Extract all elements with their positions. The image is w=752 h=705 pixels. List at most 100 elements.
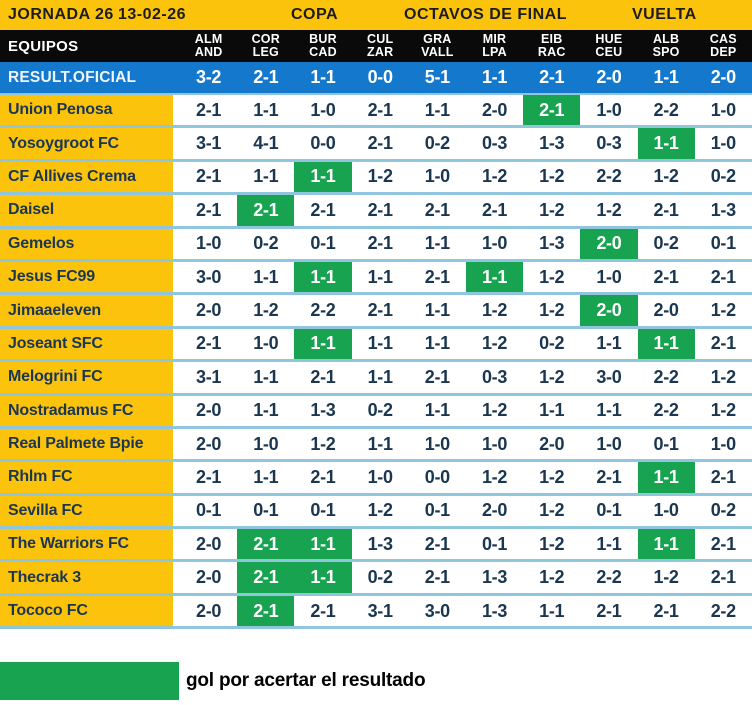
match-column-header: CAS DEP [695,31,752,60]
prediction-cell: 2-0 [180,595,238,627]
team-name: Nostradamus FC [0,395,173,426]
prediction-cell-exact: 2-0 [580,228,638,259]
legend: gol por acertar el resultado [0,662,752,701]
prediction-cell: 2-0 [465,495,524,527]
team-name: Melogrini FC [0,362,173,393]
prediction-cell: 2-2 [580,562,638,593]
prediction-cell: 2-2 [637,395,695,426]
team-name: Jimaaeleven [0,295,173,326]
prediction-cell: 1-1 [351,362,409,393]
prediction-cell: 2-1 [351,128,409,159]
team-row: Thecrak 3 2-0 2-1 1-1 0-2 2-1 1-3 1-2 2-2 1-2 2-1 [0,562,752,596]
team-row: Daisel 2-1 2-1 2-1 2-1 2-1 2-1 1-2 1-2 2-1 1-3 [0,195,752,229]
topbar: JORNADA 26 13-02-26 COPA OCTAVOS DE FINA… [0,0,752,30]
prediction-cell: 1-2 [465,328,524,360]
team-name: Gemelos [0,228,173,259]
name-column-gap [173,462,180,493]
column-header-top: COR [251,31,280,46]
prediction-cell: 1-2 [465,295,524,326]
prediction-cell-exact: 1-1 [637,529,695,560]
prediction-cell: 1-2 [637,562,695,593]
prediction-cell: 1-1 [351,328,409,360]
official-score-cell: 3-2 [196,67,222,87]
column-header-top: MIR [482,31,507,46]
prediction-cell: 1-0 [694,128,752,159]
prediction-cell: 2-1 [294,362,352,393]
prediction-cell: 1-1 [408,395,466,426]
prediction-cell: 0-2 [694,161,752,193]
name-column-gap [173,261,180,293]
prediction-cell: 1-2 [523,495,581,527]
column-header-top: ALB [652,31,680,46]
prediction-cell: 2-1 [637,595,695,627]
prediction-cell: 2-1 [694,328,752,360]
table-body: Union Penosa 2-1 1-1 1-0 2-1 1-1 2-0 2-1 1-0 2-2 1… [0,95,752,630]
name-column-gap [173,395,180,426]
match-column-header: BUR CAD [294,31,351,60]
prediction-cell: 0-3 [580,128,638,159]
prediction-cell: 4-1 [237,128,295,159]
prediction-cell: 1-0 [351,462,409,493]
prediction-cell: 1-3 [351,529,409,560]
prediction-cell: 3-1 [351,595,409,627]
prediction-cell: 3-1 [180,362,238,393]
column-header-top: BUR [309,31,337,46]
official-score-cell: 5-1 [424,67,450,87]
date-label: 13-02-26 [118,6,187,23]
prediction-cell: 0-2 [351,562,409,593]
prediction-cell: 1-3 [465,562,524,593]
column-header-bottom: CAD [309,45,337,59]
prediction-cell: 0-3 [465,128,524,159]
prediction-cell: 0-1 [694,228,752,259]
name-column-gap [173,195,180,226]
column-header-bottom: VALL [421,45,454,59]
table-header-row: EQUIPOS ALM AND COR LEG BUR CAD CUL ZAR GRA VALL M… [0,30,752,62]
prediction-cell: 2-2 [637,362,695,393]
official-result-row: RESULT.OFICIAL 3-2 2-1 1-1 0-0 5-1 1-1 2-1 2-0 1… [0,62,752,95]
prediction-cell: 1-2 [294,428,352,460]
column-header-top: GRA [423,31,452,46]
team-row: Yosoygroot FC 3-1 4-1 0-0 2-1 0-2 0-3 1-3 0-3 1-1… [0,128,752,162]
prediction-cell: 2-1 [408,195,466,226]
prediction-cell-exact: 1-1 [637,128,695,159]
team-row: Nostradamus FC 2-0 1-1 1-3 0-2 1-1 1-2 1-1 1-1 2-… [0,395,752,429]
column-header-bottom: CEU [595,45,623,59]
prediction-cell: 1-2 [694,362,752,393]
prediction-cell: 1-0 [580,428,638,460]
name-column-gap [173,562,180,593]
team-row: The Warriors FC 2-0 2-1 1-1 1-3 2-1 0-1 1-2 1-1 1… [0,529,752,563]
column-header-bottom: LEG [252,45,279,59]
prediction-cell: 1-2 [351,495,409,527]
prediction-cell: 1-2 [523,562,581,593]
prediction-cell: 0-3 [465,362,524,393]
official-score-cell: 1-1 [310,67,336,87]
prediction-cell: 1-1 [408,328,466,360]
prediction-cell: 1-0 [408,428,466,460]
prediction-cell: 1-1 [580,529,638,560]
prediction-cell-exact: 1-1 [294,328,352,360]
prediction-cell: 2-0 [180,295,238,326]
prediction-cell: 0-2 [523,328,581,360]
column-header-bottom: AND [194,45,223,59]
prediction-cell: 1-3 [694,195,752,226]
prediction-cell-exact: 1-1 [294,161,352,193]
prediction-cell: 2-1 [694,562,752,593]
prediction-cell-exact: 1-1 [294,562,352,593]
team-row: Real Palmete Bpie 2-0 1-0 1-2 1-1 1-0 1-0 2-0 1-… [0,428,752,463]
prediction-cell: 0-1 [237,495,295,527]
official-score-cell: 1-1 [653,67,679,87]
prediction-cell: 2-1 [180,161,238,193]
column-header-top: CAS [709,31,737,46]
prediction-cell: 2-1 [294,595,352,627]
prediction-cell: 0-1 [580,495,638,527]
prediction-cell: 2-2 [294,295,352,326]
equipos-header: EQUIPOS [8,37,79,55]
prediction-cell: 0-1 [180,495,238,527]
team-row: Gemelos 1-0 0-2 0-1 2-1 1-1 1-0 1-3 2-0 0-2 0-1 [0,228,752,262]
prediction-cell: 2-1 [180,462,238,493]
team-name: Daisel [0,195,173,226]
prediction-cell: 2-1 [465,195,524,226]
match-column-header: COR LEG [237,31,294,60]
prediction-cell: 1-1 [408,228,466,259]
